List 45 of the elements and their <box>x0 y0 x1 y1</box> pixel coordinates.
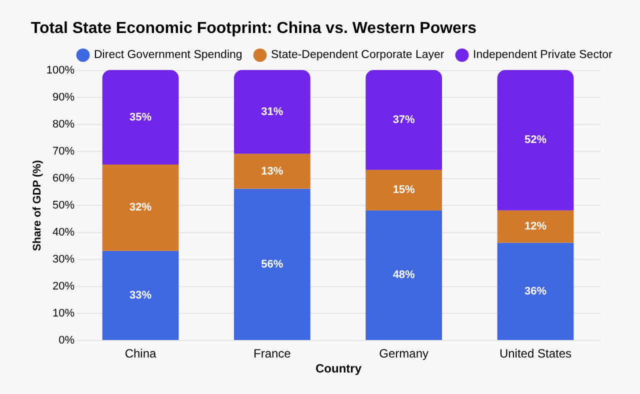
data-label: 12% <box>524 220 547 233</box>
y-axis-title: Share of GDP (%) <box>31 160 44 251</box>
data-label: 35% <box>129 111 152 124</box>
bar <box>366 170 442 210</box>
bar <box>234 70 310 154</box>
y-tick-label: 50% <box>52 200 75 212</box>
y-tick-label: 0% <box>58 334 75 346</box>
bar <box>102 250 179 340</box>
x-tick-label: Germany <box>379 346 429 360</box>
legend-label: State-Dependent Corporate Layer <box>271 49 444 62</box>
legend-label: Independent Private Sector <box>473 49 613 62</box>
y-tick-label: 90% <box>52 92 75 104</box>
y-tick-label: 10% <box>52 308 75 320</box>
data-label: 31% <box>261 106 284 118</box>
legend-label: Direct Government Spending <box>94 49 242 62</box>
bar <box>234 154 310 189</box>
data-label: 33% <box>129 289 152 302</box>
x-tick-label: China <box>124 346 157 360</box>
y-tick-label: 30% <box>52 254 75 266</box>
y-tick-label: 40% <box>52 226 75 238</box>
y-tick-label: 80% <box>52 118 75 130</box>
x-tick-label: United States <box>499 346 572 360</box>
data-label: 37% <box>392 114 416 126</box>
bar <box>366 210 442 340</box>
bar <box>366 70 442 170</box>
bar <box>102 70 179 164</box>
data-label: 36% <box>524 285 547 298</box>
chart-title: Total State Economic Footprint: China vs. Western Powers <box>30 20 477 37</box>
data-label: 32% <box>129 202 152 214</box>
data-label: 13% <box>261 165 284 178</box>
data-label: 48% <box>392 269 416 282</box>
y-tick-label: 20% <box>52 280 75 292</box>
bar <box>497 70 574 210</box>
bar <box>497 210 574 243</box>
y-tick-label: 100% <box>46 64 75 76</box>
bar <box>234 188 310 340</box>
y-tick-label: 60% <box>52 172 75 184</box>
data-label: 56% <box>261 258 284 270</box>
data-label: 52% <box>524 134 547 146</box>
x-axis-title: Country <box>316 362 362 376</box>
bar <box>102 164 179 251</box>
data-label: 15% <box>392 184 416 196</box>
y-tick-label: 70% <box>52 146 75 158</box>
x-tick-label: France <box>253 346 292 360</box>
bar <box>497 242 574 340</box>
